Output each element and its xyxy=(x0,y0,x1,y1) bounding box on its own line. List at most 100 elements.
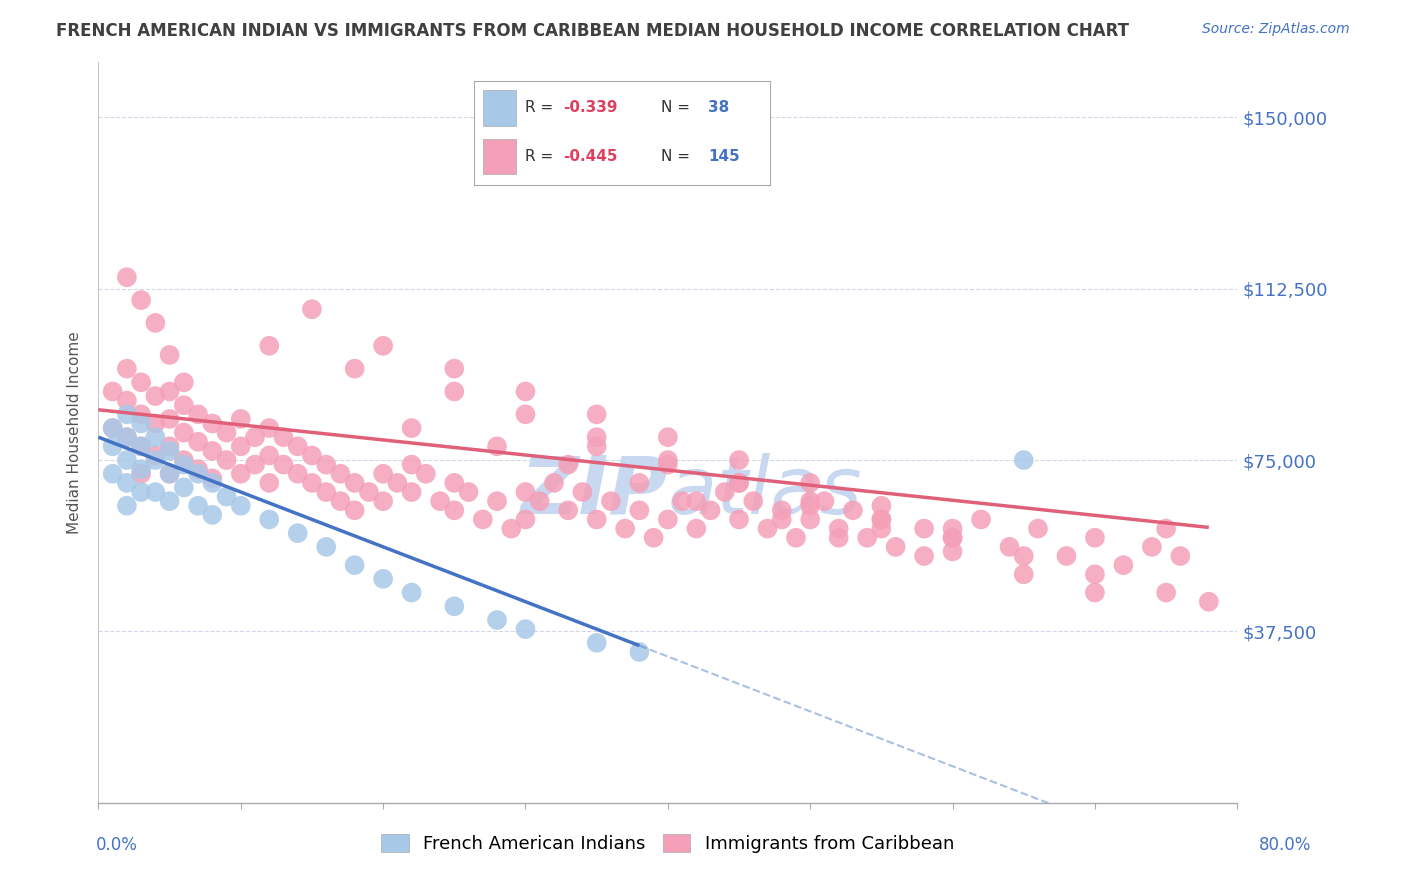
Point xyxy=(486,613,509,627)
Point xyxy=(657,430,679,444)
Point xyxy=(429,494,451,508)
Text: 80.0%: 80.0% xyxy=(1258,836,1312,855)
Point xyxy=(657,458,679,472)
Point xyxy=(401,585,423,599)
Point xyxy=(201,508,224,522)
Point xyxy=(273,430,295,444)
Point xyxy=(614,522,637,536)
Point xyxy=(628,645,651,659)
Point xyxy=(685,522,707,536)
Point xyxy=(501,522,523,536)
Point xyxy=(415,467,437,481)
Point xyxy=(443,475,465,490)
Point xyxy=(828,531,851,545)
Text: Source: ZipAtlas.com: Source: ZipAtlas.com xyxy=(1202,22,1350,37)
Point xyxy=(728,475,751,490)
Text: 0.0%: 0.0% xyxy=(96,836,138,855)
Point xyxy=(115,408,138,422)
Point xyxy=(387,475,409,490)
Point xyxy=(942,531,965,545)
Point xyxy=(201,443,224,458)
Point xyxy=(173,425,195,440)
Point xyxy=(628,475,651,490)
Text: ZIP: ZIP xyxy=(520,453,668,531)
Point xyxy=(1026,522,1049,536)
Point xyxy=(770,512,793,526)
Point xyxy=(129,376,152,390)
Point xyxy=(101,421,124,435)
Point xyxy=(259,421,281,435)
Point xyxy=(159,467,181,481)
Point xyxy=(813,494,835,508)
Point xyxy=(942,531,965,545)
Point xyxy=(201,471,224,485)
Point xyxy=(101,467,124,481)
Point xyxy=(259,449,281,463)
Point xyxy=(699,503,721,517)
Point xyxy=(173,480,195,494)
Point xyxy=(129,439,152,453)
Point xyxy=(912,522,935,536)
Point xyxy=(1084,567,1107,582)
Point xyxy=(515,622,537,636)
Point xyxy=(557,458,579,472)
Point xyxy=(657,512,679,526)
Point xyxy=(343,475,366,490)
Point xyxy=(201,417,224,431)
Legend: French American Indians, Immigrants from Caribbean: French American Indians, Immigrants from… xyxy=(374,827,962,861)
Point xyxy=(912,549,935,563)
Point xyxy=(1056,549,1078,563)
Point xyxy=(1084,531,1107,545)
Point xyxy=(842,503,865,517)
Point xyxy=(343,361,366,376)
Point xyxy=(229,499,252,513)
Point xyxy=(1112,558,1135,573)
Point xyxy=(714,485,737,500)
Point xyxy=(159,443,181,458)
Point xyxy=(229,467,252,481)
Point xyxy=(159,348,181,362)
Point xyxy=(585,439,607,453)
Point xyxy=(115,393,138,408)
Point xyxy=(884,540,907,554)
Point xyxy=(129,467,152,481)
Point xyxy=(942,544,965,558)
Point xyxy=(287,439,309,453)
Point xyxy=(728,475,751,490)
Point xyxy=(173,458,195,472)
Point xyxy=(728,453,751,467)
Point xyxy=(870,522,893,536)
Point xyxy=(828,522,851,536)
Point xyxy=(1012,567,1035,582)
Point xyxy=(585,430,607,444)
Point xyxy=(401,485,423,500)
Point xyxy=(115,475,138,490)
Point xyxy=(129,293,152,307)
Point xyxy=(273,458,295,472)
Point xyxy=(856,531,879,545)
Point xyxy=(159,494,181,508)
Point xyxy=(187,462,209,476)
Point xyxy=(101,384,124,399)
Point xyxy=(201,475,224,490)
Point xyxy=(870,499,893,513)
Point xyxy=(287,526,309,541)
Point xyxy=(799,494,821,508)
Point xyxy=(443,384,465,399)
Point xyxy=(357,485,380,500)
Point xyxy=(129,485,152,500)
Point xyxy=(515,384,537,399)
Text: FRENCH AMERICAN INDIAN VS IMMIGRANTS FROM CARIBBEAN MEDIAN HOUSEHOLD INCOME CORR: FRENCH AMERICAN INDIAN VS IMMIGRANTS FRO… xyxy=(56,22,1129,40)
Point xyxy=(515,512,537,526)
Point xyxy=(1012,549,1035,563)
Point xyxy=(301,302,323,317)
Point xyxy=(129,462,152,476)
Point xyxy=(145,449,167,463)
Point xyxy=(628,503,651,517)
Point xyxy=(115,361,138,376)
Point xyxy=(657,453,679,467)
Point xyxy=(457,485,479,500)
Point xyxy=(173,453,195,467)
Point xyxy=(315,458,337,472)
Point xyxy=(229,412,252,426)
